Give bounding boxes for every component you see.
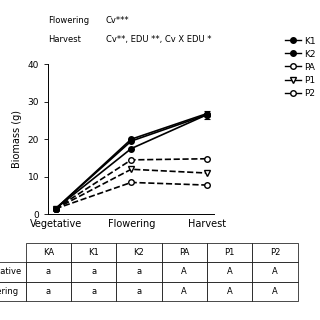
Y-axis label: Biomass (g): Biomass (g) xyxy=(12,110,22,168)
Text: Cv**, EDU **, Cv X EDU *: Cv**, EDU **, Cv X EDU * xyxy=(106,35,211,44)
Text: Harvest: Harvest xyxy=(48,35,81,44)
Text: Flowering: Flowering xyxy=(48,16,89,25)
Text: Cv***: Cv*** xyxy=(106,16,129,25)
Legend: K1, K2, PA, P1, P2: K1, K2, PA, P1, P2 xyxy=(285,36,316,98)
